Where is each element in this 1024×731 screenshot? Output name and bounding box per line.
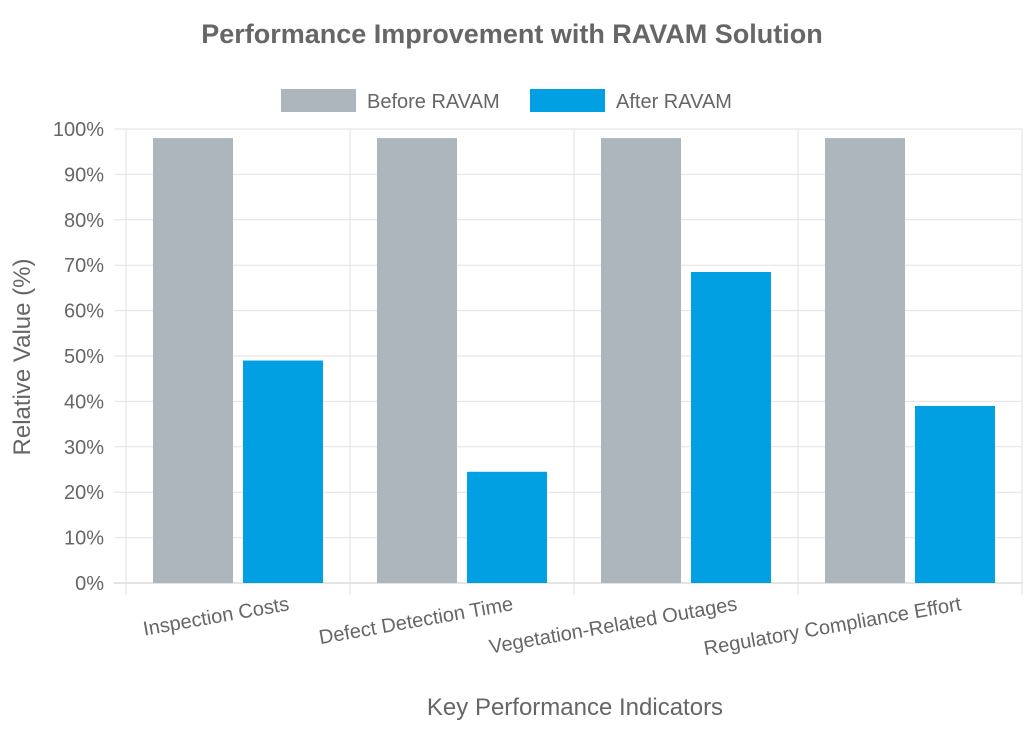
x-axis-title: Key Performance Indicators: [427, 694, 723, 721]
bar-after-1: [243, 360, 323, 583]
y-tick-label: 10%: [64, 528, 104, 550]
y-tick-label: 100%: [53, 119, 104, 141]
legend-swatch-before: [281, 89, 356, 112]
bar-before-2: [377, 138, 457, 583]
y-tick-label: 0%: [75, 573, 104, 595]
bar-before-1: [153, 138, 233, 583]
x-tick-label: Defect Detection Time: [317, 593, 515, 649]
x-tick-label: Inspection Costs: [141, 593, 290, 640]
y-axis-ticks: 0% 10% 20% 30% 40% 50% 60% 70% 80% 90% 100%: [53, 119, 104, 595]
y-tick-label: 20%: [64, 482, 104, 504]
x-tick-label: Vegetation-Related Outages: [488, 593, 739, 658]
y-tick-label: 80%: [64, 210, 104, 232]
y-tick-label: 70%: [64, 255, 104, 277]
x-axis-ticks: Inspection Costs Defect Detection TimeVeg…: [141, 593, 963, 660]
y-tick-label: 90%: [64, 164, 104, 186]
bars: [153, 138, 995, 583]
y-axis-title: Relative Value (%): [9, 259, 36, 456]
bar-before-3: [601, 138, 681, 583]
legend-label-after: After RAVAM: [616, 91, 732, 113]
chart-title: Performance Improvement with RAVAM Solut…: [201, 19, 823, 49]
bar-after-4: [915, 405, 995, 583]
y-tick-label: 40%: [64, 391, 104, 413]
y-tick-label: 50%: [64, 346, 104, 368]
legend-swatch-after: [530, 89, 605, 112]
y-tick-label: 30%: [64, 437, 104, 459]
y-tick-label: 60%: [64, 301, 104, 323]
legend: Before RAVAM After RAVAM: [281, 89, 732, 113]
bar-after-3: [691, 272, 771, 583]
bar-after-2: [467, 471, 547, 583]
bar-before-4: [825, 138, 905, 583]
legend-label-before: Before RAVAM: [367, 91, 500, 113]
x-tick-label: Regulatory Compliance Effort: [702, 593, 963, 660]
